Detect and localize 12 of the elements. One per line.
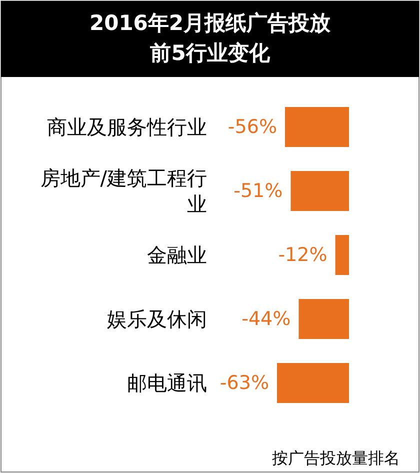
data-label: -51%: [234, 180, 283, 202]
y-tick-label: 邮电通讯: [127, 371, 207, 395]
text: 按广告投放量排名: [272, 448, 400, 468]
y-tick-label: 娱乐及休闲: [107, 307, 207, 331]
data-label: -44%: [242, 308, 291, 330]
y-tick-label: 房地产/建筑工程行业: [40, 166, 207, 216]
y-tick-label: 金融业: [147, 243, 207, 267]
y-tick-label: 商业及服务性行业: [47, 115, 207, 139]
data-label: -12%: [278, 244, 328, 266]
data-label: -56%: [228, 116, 277, 138]
chart-title: 2016年2月报纸广告投放前5行业变化: [89, 11, 332, 65]
data-label: -63%: [220, 372, 269, 394]
